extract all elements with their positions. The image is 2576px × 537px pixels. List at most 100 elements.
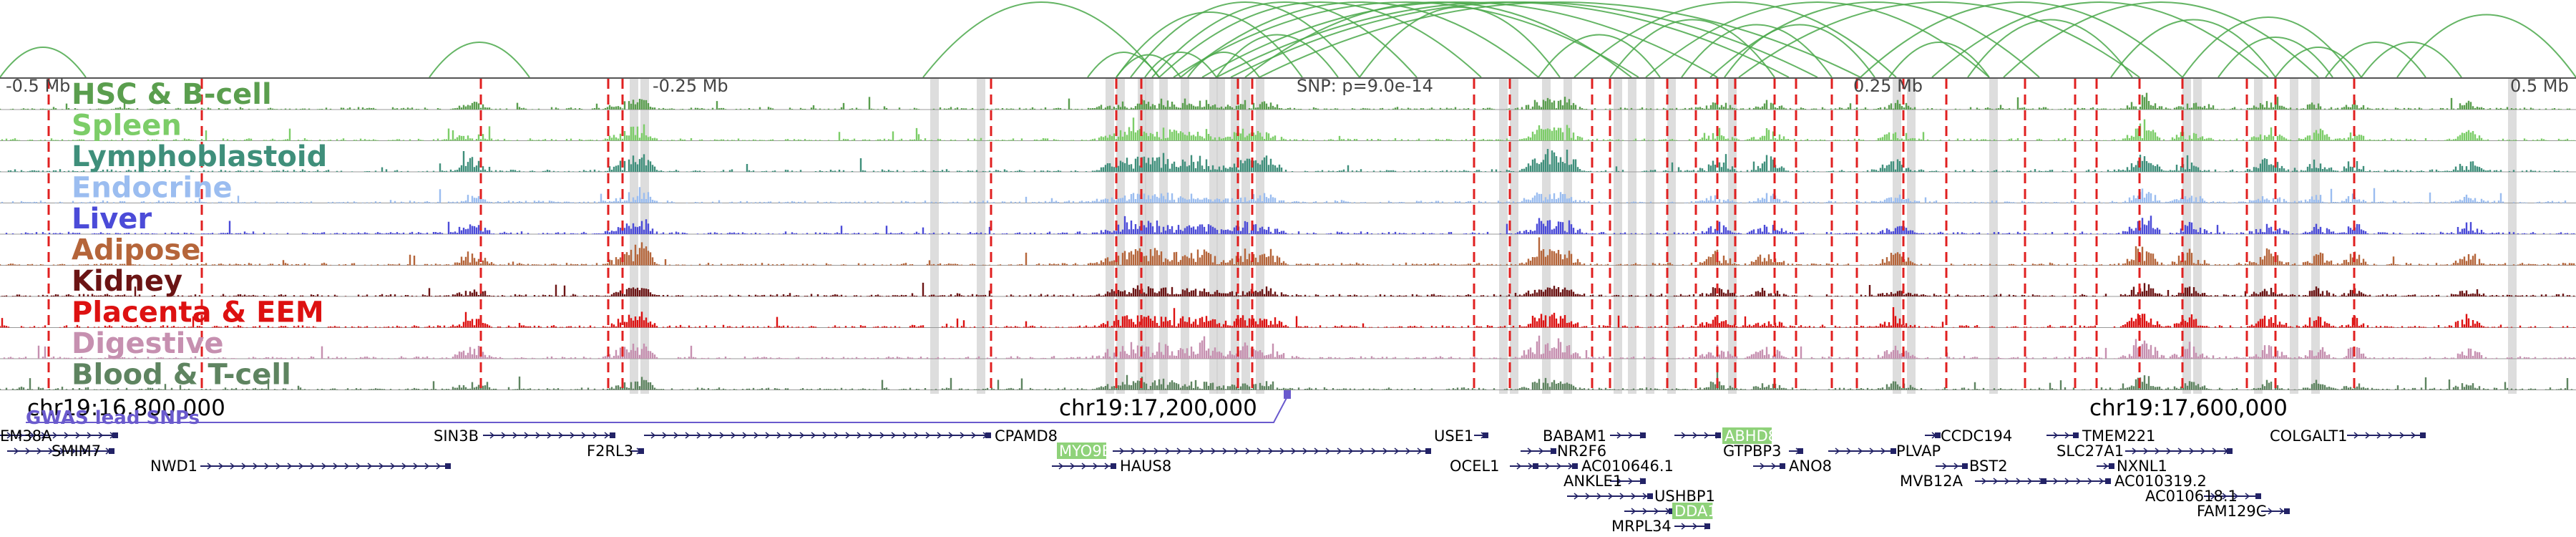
track-signal-6 — [1, 282, 2575, 296]
gene-label: EM38A — [0, 427, 52, 445]
gene-tmem221: TMEM221 — [2046, 427, 2155, 445]
track-label-3: Endocrine — [72, 172, 233, 205]
grey-column-13 — [1241, 79, 1250, 394]
gene-ushbp1: USHBP1 — [1567, 488, 1715, 505]
track-signal-9 — [0, 372, 2573, 390]
gene-slc27a1: SLC27A1 — [2057, 442, 2233, 460]
track-labels: HSC & B-cellSpleenLymphoblastoidEndocrin… — [72, 78, 327, 392]
gene-nr2f6: NR2F6 — [1521, 442, 1606, 460]
coord-label-3: chr19:17,600,000 — [2089, 395, 2288, 421]
gene-strand-marks — [1574, 493, 1648, 500]
coord-label-2: chr19:17,200,000 — [1059, 395, 1257, 421]
track-6 — [0, 282, 2576, 297]
gene-exon — [1797, 448, 1803, 454]
gene-exon — [1890, 448, 1896, 454]
interaction-arc-39 — [1216, 1, 1790, 78]
interaction-arc-19 — [1645, 1, 1990, 78]
track-signal-5 — [0, 237, 2575, 266]
gene-exon — [2420, 432, 2426, 438]
track-label-6: Kidney — [72, 265, 182, 298]
ruler-right-mid-label: 0.25 Mb — [1853, 76, 1923, 96]
interaction-arc-14 — [1259, 1, 1861, 78]
gene-highlight-box — [1722, 427, 1772, 444]
gene-highlight-box — [1057, 442, 1106, 459]
ruler-left-mid-label: -0.25 Mb — [653, 76, 728, 96]
gene-babam1: BABAM1 — [1543, 427, 1646, 445]
grey-column-4 — [1106, 79, 1114, 394]
gene-strand-marks — [1942, 463, 1959, 470]
gene-abhd8: ABHD8 — [1674, 427, 1777, 445]
grey-column-16 — [1510, 79, 1518, 394]
gene-ano8: ANO8 — [1753, 458, 1832, 475]
grey-column-5 — [1116, 79, 1125, 394]
grey-column-28 — [2193, 79, 2202, 394]
gene-label: CCDC194 — [1941, 427, 2012, 445]
gene-strand-marks — [650, 432, 988, 439]
gene-exon — [1572, 463, 1578, 469]
track-label-7: Placenta & EEM — [72, 296, 324, 329]
gene-fam129c: FAM129C — [2197, 503, 2290, 520]
track-signal-2 — [0, 149, 2569, 172]
interaction-arc-17 — [1574, 1, 1897, 78]
grey-column-2 — [930, 79, 939, 394]
gene-nxnl1: NXNL1 — [2097, 458, 2167, 475]
gene-plvap: PLVAP — [1828, 442, 1941, 460]
interaction-arc-23 — [1738, 1, 2140, 78]
grey-column-3 — [977, 79, 985, 394]
gene-strand-marks — [1631, 508, 1671, 515]
gene-strand-marks — [1119, 448, 1423, 455]
interaction-arc-24 — [1860, 1, 2183, 78]
grey-column-8 — [1159, 79, 1168, 394]
track-signal-0 — [0, 92, 2571, 110]
grey-column-26 — [1989, 79, 1998, 394]
gene-dda1: DDA1 — [1624, 503, 1717, 520]
interaction-arc-3 — [1116, 11, 1303, 78]
gene-ocel1: OCEL1 — [1450, 458, 1538, 475]
gwas-label: GWAS lead SNPs — [26, 407, 200, 429]
gene-strand-marks — [2053, 432, 2070, 439]
grey-column-29 — [2254, 79, 2263, 394]
gene-exon — [1935, 432, 1941, 438]
track-label-1: Spleen — [72, 110, 182, 142]
gene-exon — [1425, 448, 1431, 454]
gene-exon — [638, 448, 644, 454]
gene-label: F2RL3 — [587, 442, 633, 460]
gene-strand-marks — [1058, 463, 1110, 470]
track-7 — [0, 307, 2576, 328]
interaction-arc-37 — [1116, 54, 1181, 78]
gene-sin3b: SIN3B — [434, 427, 615, 445]
track-signal-3 — [1, 187, 2567, 203]
dashed-marker-lines — [47, 79, 2356, 394]
gene-strand-marks — [1835, 448, 1886, 455]
gene-label: TMEM221 — [2082, 427, 2155, 445]
gene-label: SLC27A1 — [2057, 442, 2124, 460]
gene-exon — [1533, 463, 1538, 469]
grey-column-20 — [1628, 79, 1636, 394]
gene-strand-marks — [1681, 432, 1721, 439]
gene-label: FAM129C — [2197, 503, 2266, 520]
track-signal-8 — [3, 335, 2575, 359]
gene-strand-marks — [207, 463, 441, 470]
track-label-8: Digestive — [72, 327, 224, 360]
gene-colgalt1: COLGALT1 — [2270, 427, 2426, 445]
gene-label: NR2F6 — [1557, 442, 1606, 460]
grey-column-22 — [1667, 79, 1676, 394]
gene-strand-marks — [2268, 508, 2285, 515]
gene-label: GTPBP3 — [1723, 442, 1781, 460]
gene-cpamd8: CPAMD8 — [644, 427, 1058, 445]
track-signal-7 — [0, 307, 2575, 328]
ruler-right-label: 0.5 Mb — [2510, 76, 2569, 96]
gene-ac010319-2: AC010319.2 — [2046, 473, 2207, 490]
gene-label: COLGALT1 — [2270, 427, 2348, 445]
gene-label: OCEL1 — [1450, 458, 1500, 475]
interaction-arc-21 — [1709, 1, 2040, 78]
gene-label: MYO9B — [1059, 442, 1112, 460]
gene-strand-marks — [489, 432, 610, 439]
gene-label: AC010646.1 — [1581, 458, 1674, 475]
gene-label: USHBP1 — [1654, 488, 1715, 505]
track-4 — [0, 216, 2576, 235]
gene-strand-marks — [1760, 463, 1777, 470]
gene-strand-marks — [1516, 463, 1533, 470]
ruler-left-label: -0.5 Mb — [6, 76, 70, 96]
gene-label: MRPL34 — [1611, 518, 1672, 535]
